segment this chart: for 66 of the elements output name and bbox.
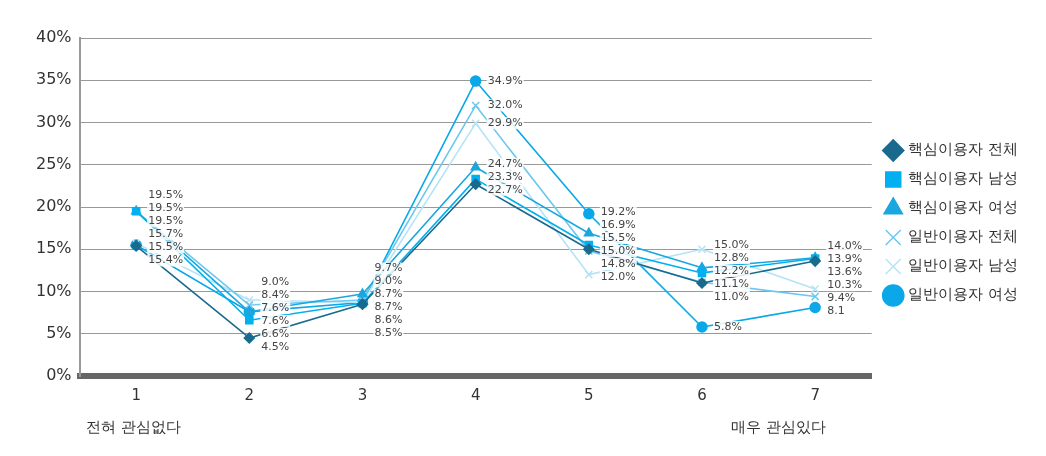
- text: 전혀 관심없다: [86, 418, 181, 437]
- data-label: 14.8%: [600, 256, 636, 270]
- data-label: 19.2%: [600, 204, 636, 218]
- text: 매우 관심있다: [731, 418, 826, 437]
- data-label: 11.0%: [713, 289, 749, 303]
- legend-label: 핵심이용자 전체: [908, 140, 1019, 159]
- data-label: 19.5%: [148, 201, 184, 215]
- data-label: 11.1%: [713, 276, 749, 290]
- data-label: 8.7%: [374, 287, 403, 301]
- data-label: 8.5%: [374, 326, 403, 340]
- data-label: 8.6%: [374, 313, 403, 327]
- y-tick-label: 15%: [36, 238, 72, 258]
- y-tick-label: 10%: [36, 280, 72, 300]
- data-label: 15.0%: [713, 237, 749, 251]
- x-tick-label: 4: [470, 385, 481, 404]
- data-label: 24.7%: [487, 156, 523, 170]
- data-label: 14.0%: [827, 238, 863, 252]
- legend-label: 일반이용자 남성: [908, 256, 1019, 275]
- legend-label: 일반이용자 여성: [908, 285, 1019, 304]
- data-label: 34.9%: [487, 73, 523, 87]
- data-label: 9.7%: [374, 261, 403, 275]
- data-label: 15.5%: [148, 240, 184, 254]
- x-tick-label: 1: [131, 385, 141, 404]
- data-label: 22.7%: [487, 182, 523, 196]
- data-label: 13.9%: [827, 251, 863, 265]
- data-label: 6.6%: [261, 326, 290, 340]
- legend-label: 일반이용자 전체: [908, 227, 1019, 246]
- data-label: 9.4%: [827, 290, 856, 304]
- data-label: 8.4%: [261, 287, 290, 301]
- data-label: 10.3%: [827, 277, 863, 291]
- x-tick-label: 2: [244, 385, 255, 404]
- data-label: 13.6%: [827, 264, 863, 278]
- data-label: 32.0%: [487, 98, 523, 112]
- data-label: 23.3%: [487, 169, 523, 183]
- y-tick-label: 25%: [36, 153, 72, 173]
- legend-label: 핵심이용자 여성: [908, 198, 1019, 217]
- data-label: 15.7%: [148, 227, 184, 241]
- y-tick-label: 5%: [46, 322, 72, 342]
- data-label: 19.5%: [148, 214, 184, 228]
- data-label: 8.1: [827, 303, 845, 317]
- data-label: 29.9%: [487, 116, 523, 130]
- y-tick-label: 35%: [36, 69, 72, 89]
- data-label: 4.5%: [261, 339, 290, 353]
- data-label: 9.0%: [374, 274, 403, 288]
- data-label: 16.9%: [600, 217, 636, 231]
- data-label: 15.5%: [600, 230, 636, 244]
- y-tick-label: 20%: [36, 196, 72, 216]
- data-label: 8.7%: [374, 300, 403, 314]
- data-label: 12.0%: [600, 269, 636, 283]
- data-label: 12.2%: [713, 263, 749, 277]
- y-tick-label: 40%: [36, 27, 72, 47]
- data-label: 9.0%: [261, 274, 290, 288]
- data-label: 12.8%: [713, 250, 749, 264]
- data-label: 19.5%: [148, 188, 184, 202]
- y-tick-label: 0%: [46, 365, 72, 385]
- x-tick-label: 7: [810, 385, 820, 404]
- data-label: 7.6%: [261, 300, 290, 314]
- x-tick-label: 5: [584, 385, 594, 404]
- data-label: 7.6%: [261, 313, 290, 327]
- data-label: 15.4%: [148, 253, 184, 267]
- data-label: 15.0%: [600, 243, 636, 257]
- x-tick-label: 3: [357, 385, 368, 404]
- x-tick-label: 6: [697, 385, 707, 404]
- legend-label: 핵심이용자 남성: [908, 169, 1019, 188]
- y-tick-label: 30%: [36, 111, 72, 131]
- data-label: 5.8%: [713, 319, 742, 333]
